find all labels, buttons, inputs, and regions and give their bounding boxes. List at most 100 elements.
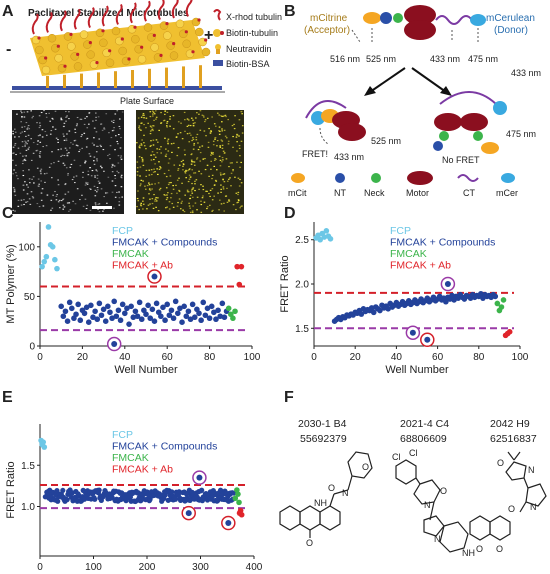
compound-3-name: 2042 H9 [490, 418, 530, 430]
legend-motor-icon [407, 171, 433, 185]
chart-c-circled-point [151, 273, 158, 280]
chart-c-point-cmp [181, 303, 187, 310]
chart-c-point-cmp [60, 313, 67, 320]
chart-d-legend-fcp: FCP [390, 225, 411, 237]
panel-a-title: Paclitaxel Stabilized Microtubules [28, 8, 189, 19]
chart-c-point-cmp [134, 313, 141, 320]
panel-label-f: F [284, 389, 294, 406]
chart-c-point-fmcak [230, 315, 236, 322]
chart-e-y-label: FRET Ratio [5, 461, 17, 518]
chart-e-point-cmp [55, 498, 61, 504]
panel-label-c: C [2, 205, 14, 222]
ct-domain [435, 15, 473, 25]
chart-c-point-cmp [115, 307, 122, 314]
compound-1-n: N [342, 488, 349, 498]
arrow-fret [369, 67, 406, 93]
compound-1-o3: O [306, 538, 313, 548]
chart-c-point-cmp [100, 306, 107, 313]
chart-e-point-fcp [40, 439, 47, 445]
chart-c-point-cmp [132, 308, 139, 315]
chart-c-point-cmp [117, 317, 124, 324]
chart-d-point-fmcak [494, 300, 501, 307]
chart-d-point-fcp [327, 236, 334, 242]
chart-c-x-tick-label: 40 [119, 352, 131, 363]
chart-c-point-cmp [102, 318, 109, 325]
chart-d-circled-point [409, 329, 416, 336]
no-fret-state [433, 91, 507, 154]
chart-c-point-fcp [45, 224, 52, 230]
chart-e-point-cmp [60, 487, 66, 494]
compound-3-id: 62516837 [490, 433, 537, 445]
chart-c-point-cmp [126, 321, 132, 327]
chart-c-point-ab [236, 281, 243, 288]
chart-e-point-ab [238, 511, 245, 518]
chart-e-point-cmp [172, 496, 179, 502]
legend-motor: Motor [406, 188, 429, 198]
chart-d-y-label: FRET Ratio [279, 255, 291, 312]
panel-a-legend: X-rhod tubulin Biotin-tubulin Neutravidi… [213, 9, 282, 69]
chart-e-circled-point [185, 510, 192, 517]
legend-neck-icon [371, 173, 381, 183]
neutravidin-posts [46, 65, 202, 88]
chart-c-point-fcp [54, 265, 60, 272]
compound-1-o1: O [328, 483, 335, 493]
chart-c-point-cmp [172, 298, 179, 305]
microtubule-tubulin-dots [31, 17, 211, 75]
chart-c-point-cmp [98, 312, 105, 319]
panel-label-b: B [284, 3, 296, 20]
chart-d-x-tick-label: 0 [311, 352, 317, 363]
panel-b-legend: mCit NT Neck Motor CT mCer [288, 171, 518, 198]
chart-c-legend-fcp: FCP [112, 225, 133, 237]
chart-c-point-cmp [130, 314, 137, 321]
chart-c-point-cmp [158, 313, 164, 320]
chart-d-x-tick-label: 20 [350, 352, 362, 363]
chart-c-x-tick-label: 60 [162, 352, 174, 363]
legend-biotin-bsa: Biotin-BSA [226, 59, 270, 69]
chart-c-point-cmp [90, 314, 96, 321]
mcit-domain [363, 12, 381, 24]
chart-d-y-tick-label: 2.0 [295, 280, 309, 291]
chart-c-point-cmp [128, 303, 134, 310]
donor-label-line1: mCerulean [486, 13, 535, 24]
chart-e-legend-fmcak: FMCAK [112, 452, 149, 464]
chart-e-point-cmp [96, 487, 102, 493]
wl-516: 516 nm [330, 54, 360, 64]
chart-c-point-cmp [196, 310, 202, 317]
chart-c-point-cmp [202, 312, 209, 319]
chart-c-point-cmp [211, 309, 217, 316]
chart-c-point-fcp [43, 253, 50, 260]
chart-c-legend-fmcak: FMCAK [112, 248, 149, 260]
compound-3-o3: O [476, 544, 483, 554]
chart-c-point-cmp [191, 314, 198, 321]
chart-d-point-fcp [323, 228, 330, 234]
legend-biotin-tubulin: Biotin-tubulin [226, 28, 278, 38]
chart-c-point-cmp [185, 308, 192, 315]
chart-e-point-cmp [169, 489, 175, 495]
compound-2-cl1: Cl [392, 452, 401, 462]
arrow-no-fret [411, 67, 447, 93]
chart-d-legend-cmp: FMCAK + Compounds [390, 237, 495, 249]
compound-1-o2: O [362, 462, 369, 472]
chart-e-legend-cmp: FMCAK + Compounds [112, 441, 217, 453]
legend-neck: Neck [364, 188, 385, 198]
chart-c-point-cmp [153, 300, 160, 307]
chart-c-point-cmp [206, 315, 213, 322]
chart-c-point-cmp [136, 299, 143, 306]
chart-c-point-cmp [183, 313, 190, 320]
chart-c-legend-ab: FMCAK + Ab [112, 260, 173, 272]
chart-e-point-fmcak [232, 495, 239, 502]
chart-c-point-cmp [204, 305, 211, 312]
chart-c-x-tick-label: 100 [244, 352, 261, 363]
compound-3-structure [469, 451, 547, 541]
chart-c-point-cmp [164, 301, 170, 308]
panel-label-a: A [2, 3, 14, 20]
chart-e-circled-point [196, 474, 203, 481]
chart-c-point-cmp [215, 307, 221, 314]
wl-475: 475 nm [468, 54, 498, 64]
chart-e-point-cmp [64, 497, 70, 503]
chart-d-point-fcp [317, 236, 323, 243]
chart-e-x-tick-label: 300 [192, 562, 209, 573]
chart-c-point-cmp [85, 319, 92, 325]
chart-e-x-tick-label: 400 [246, 562, 263, 573]
fret-label: FRET! [302, 149, 328, 159]
